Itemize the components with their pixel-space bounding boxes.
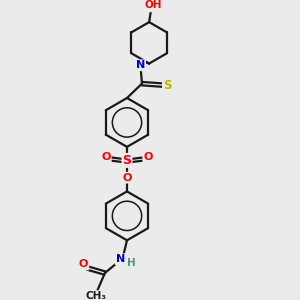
Text: S: S — [122, 154, 131, 167]
Text: O: O — [122, 172, 132, 183]
Text: O: O — [101, 152, 111, 162]
Text: OH: OH — [145, 1, 162, 10]
Text: O: O — [143, 152, 153, 162]
Text: N: N — [136, 60, 145, 70]
Text: CH₃: CH₃ — [86, 291, 107, 300]
Text: O: O — [79, 260, 88, 269]
Text: H: H — [127, 258, 136, 268]
Text: N: N — [116, 254, 125, 264]
Text: S: S — [163, 79, 172, 92]
